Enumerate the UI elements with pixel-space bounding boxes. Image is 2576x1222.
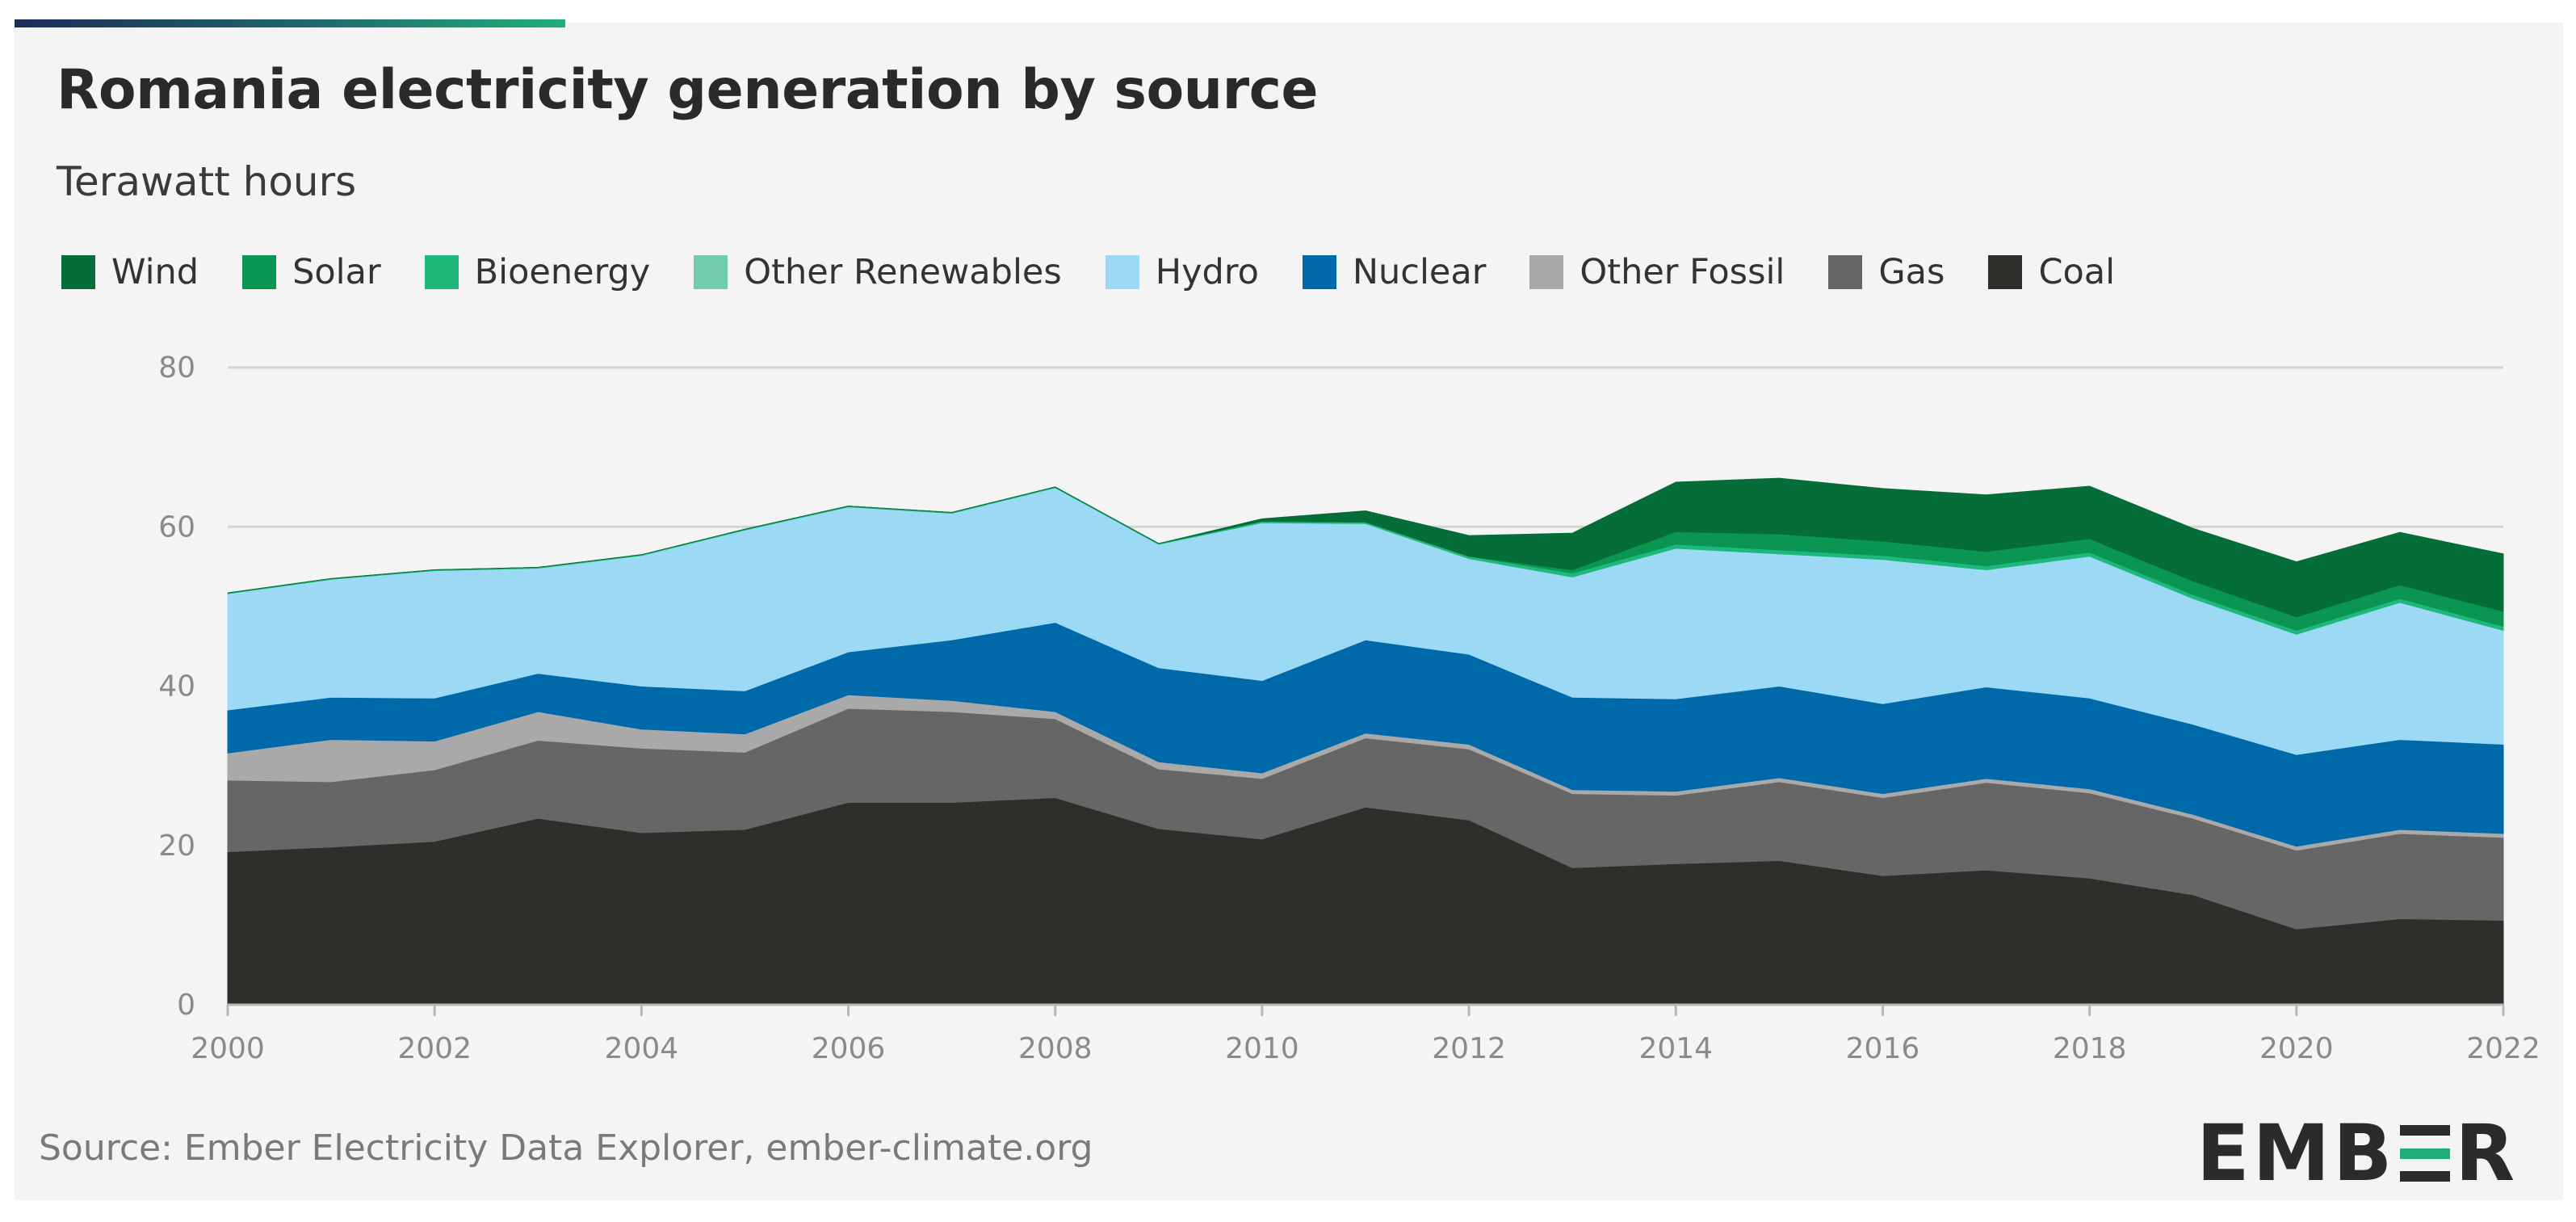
legend-swatch xyxy=(1302,255,1336,289)
legend-label: Solar xyxy=(292,252,381,292)
logo-text-left: EMB xyxy=(2196,1108,2396,1199)
y-tick-label: 20 xyxy=(158,829,195,863)
area-wind xyxy=(227,477,2504,618)
legend-swatch xyxy=(1988,255,2023,289)
legend-swatch xyxy=(424,255,459,289)
legend-item-other-renewables: Other Renewables xyxy=(694,252,1062,292)
y-tick-label: 40 xyxy=(158,670,195,703)
area-series xyxy=(227,477,2504,1006)
x-tick-label: 2004 xyxy=(605,1032,679,1065)
x-tick-label: 2002 xyxy=(397,1032,472,1065)
legend-label: Hydro xyxy=(1155,252,1259,292)
legend-label: Nuclear xyxy=(1352,252,1487,292)
x-tick-label: 2008 xyxy=(1018,1032,1093,1065)
logo-text-right: R xyxy=(2455,1108,2519,1199)
x-tick-label: 2012 xyxy=(1432,1032,1506,1065)
axes: 0 20 40 60 80 2000 2002 2004 2006 2008 2010 2012 201… xyxy=(158,351,2540,1065)
legend-item-wind: Wind xyxy=(61,252,199,292)
x-tick-label: 2000 xyxy=(191,1032,265,1065)
legend-swatch xyxy=(1529,255,1564,289)
x-tick-label: 2016 xyxy=(1846,1032,1920,1065)
logo-e-mark xyxy=(2400,1125,2451,1182)
accent-bar xyxy=(15,19,565,27)
x-tick-label: 2014 xyxy=(1638,1032,1713,1065)
x-tick-label: 2010 xyxy=(1225,1032,1299,1065)
y-tick-label: 80 xyxy=(158,351,195,384)
legend-swatch xyxy=(61,255,95,289)
legend-label: Wind xyxy=(111,252,199,292)
x-tick-label: 2018 xyxy=(2053,1032,2127,1065)
legend-item-solar: Solar xyxy=(242,252,381,292)
chart-title: Romania electricity generation by source xyxy=(57,58,1319,122)
legend-swatch xyxy=(1105,255,1139,289)
y-tick-label: 0 xyxy=(177,989,195,1022)
x-tick-label: 2022 xyxy=(2466,1032,2540,1065)
legend-item-nuclear: Nuclear xyxy=(1302,252,1487,292)
legend-swatch xyxy=(242,255,277,289)
legend-item-other-fossil: Other Fossil xyxy=(1529,252,1785,292)
legend-item-hydro: Hydro xyxy=(1105,252,1259,292)
y-tick-label: 60 xyxy=(158,510,195,544)
legend-swatch xyxy=(1828,255,1863,289)
legend-item-bioenergy: Bioenergy xyxy=(424,252,651,292)
chart-subtitle: Terawatt hours xyxy=(57,158,357,205)
legend-swatch xyxy=(694,255,728,289)
ember-logo: EMB R xyxy=(2196,1108,2518,1199)
legend-label: Gas xyxy=(1878,252,1945,292)
x-tick-label: 2006 xyxy=(812,1032,886,1065)
chart-legend: Wind Solar Bioenergy Other Renewables Hydro N… xyxy=(61,252,2159,292)
x-tick-label: 2020 xyxy=(2259,1032,2334,1065)
legend-label: Bioenergy xyxy=(474,252,651,292)
legend-label: Coal xyxy=(2038,252,2116,292)
legend-item-coal: Coal xyxy=(1988,252,2115,292)
legend-label: Other Renewables xyxy=(744,252,1062,292)
source-note: Source: Ember Electricity Data Explorer,… xyxy=(39,1128,1093,1169)
legend-item-gas: Gas xyxy=(1828,252,1945,292)
legend-label: Other Fossil xyxy=(1580,252,1785,292)
